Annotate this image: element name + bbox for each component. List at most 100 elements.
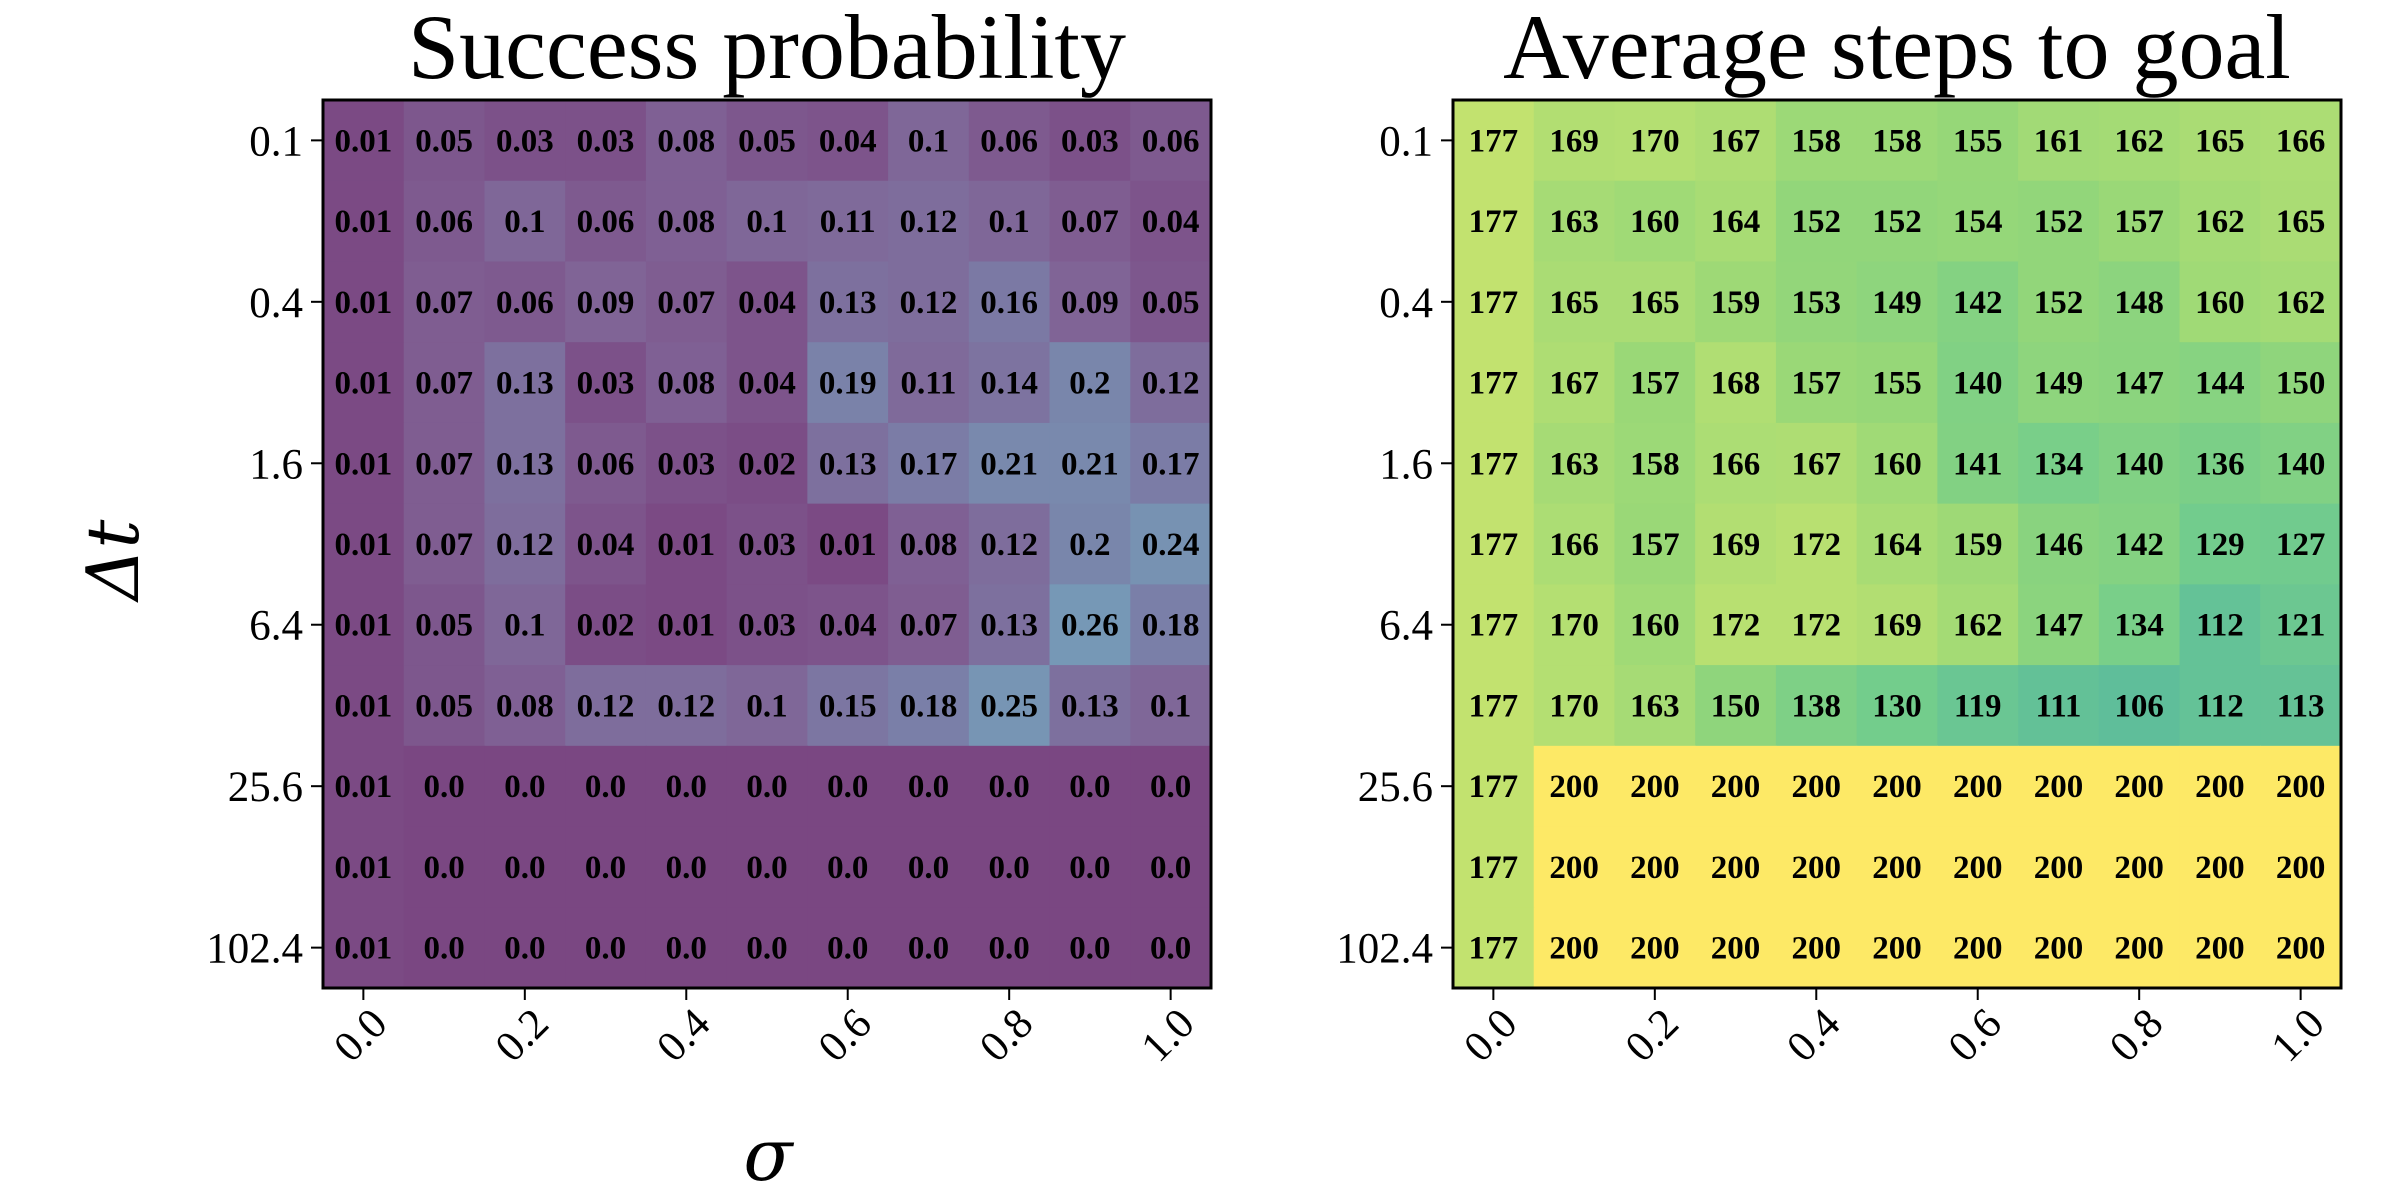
cell-value-label: 0.01	[657, 608, 715, 644]
cell-value-label: 0.0	[504, 931, 545, 967]
cell-value-label: 0.1	[504, 608, 545, 644]
cell-value-label: 138	[1792, 688, 1842, 724]
heatmap-cell	[1614, 503, 1696, 585]
heatmap-cell	[1453, 745, 1535, 828]
heatmap-cell	[1614, 261, 1696, 343]
cell-value-label: 172	[1792, 527, 1842, 563]
cell-value-label: 157	[1630, 527, 1680, 563]
cell-value-label: 200	[1792, 769, 1842, 805]
heatmap-cell	[1049, 180, 1131, 263]
cell-value-label: 0.01	[334, 285, 392, 321]
heatmap-cell	[1130, 584, 1212, 666]
cell-value-label: 0.06	[577, 446, 635, 482]
heatmap-cell	[645, 261, 728, 343]
cell-value-label: 150	[1711, 688, 1761, 724]
cell-value-label: 158	[1872, 123, 1922, 159]
cell-value-label: 169	[1711, 527, 1761, 563]
cell-value-label: 0.13	[1061, 688, 1119, 724]
heatmap-cell	[2018, 342, 2100, 424]
heatmap-cell	[968, 826, 1051, 908]
cell-value-label: 0.02	[738, 446, 796, 482]
cell-value-label: 200	[1711, 769, 1761, 805]
heatmap-cell	[2098, 826, 2181, 908]
heatmap-cell	[1614, 665, 1696, 747]
heatmap-cell	[1130, 826, 1212, 908]
heatmap-cell	[1453, 665, 1535, 747]
heatmap-cell	[2260, 261, 2342, 343]
heatmap-cell	[726, 907, 808, 989]
heatmap-cell	[565, 422, 647, 505]
cell-value-label: 148	[2114, 285, 2164, 321]
cell-value-label: 0.07	[900, 608, 958, 644]
cell-value-label: 200	[2034, 931, 2084, 967]
cell-value-label: 0.0	[585, 769, 626, 805]
cell-value-label: 140	[2114, 446, 2164, 482]
cell-value-label: 0.0	[1150, 931, 1191, 967]
cell-value-label: 0.03	[738, 527, 796, 563]
heatmap-cell	[565, 584, 647, 666]
heatmap-cell	[565, 907, 647, 989]
heatmap-cell	[807, 745, 889, 828]
cell-value-label: 0.08	[657, 366, 715, 402]
cell-value-label: 0.09	[1061, 285, 1119, 321]
cell-value-label: 0.12	[980, 527, 1038, 563]
heatmap-cell	[888, 907, 970, 989]
cell-value-label: 200	[1792, 850, 1842, 886]
cell-value-label: 160	[1630, 204, 1680, 240]
heatmap-cell	[968, 422, 1051, 505]
cell-value-label: 127	[2276, 527, 2326, 563]
heatmap-cell	[565, 503, 647, 585]
cell-value-label: 0.2	[1069, 527, 1110, 563]
heatmap-cell	[645, 745, 728, 828]
x-tick-label: 0.2	[1617, 1000, 1688, 1071]
cell-value-label: 0.1	[746, 688, 787, 724]
cell-value-label: 0.07	[1061, 204, 1119, 240]
cell-value-label: 157	[1792, 366, 1842, 402]
cell-value-label: 0.03	[657, 446, 715, 482]
cell-value-label: 112	[2196, 688, 2244, 724]
heatmap-cell	[807, 100, 889, 182]
panel-title: Average steps to goal	[1503, 0, 2291, 98]
heatmap-cell	[726, 584, 808, 666]
heatmap-cell	[645, 503, 728, 585]
cell-value-label: 200	[1872, 850, 1922, 886]
heatmap-cell	[2018, 100, 2100, 182]
cell-value-label: 0.01	[657, 527, 715, 563]
cell-value-label: 0.0	[1069, 850, 1110, 886]
heatmap-cell	[1453, 907, 1535, 989]
heatmap-cell	[807, 665, 889, 747]
cell-value-label: 0.07	[415, 366, 473, 402]
heatmap-cell	[807, 180, 889, 263]
cell-value-label: 158	[1792, 123, 1842, 159]
heatmap-cell	[2018, 180, 2100, 263]
heatmap-cell	[2098, 665, 2181, 747]
heatmap-cell	[2260, 100, 2342, 182]
cell-value-label: 158	[1630, 446, 1680, 482]
figure-ylabel: Δt	[71, 518, 155, 603]
heatmap-cell	[1049, 826, 1131, 908]
cell-value-label: 0.19	[819, 366, 877, 402]
cell-value-label: 0.12	[657, 688, 715, 724]
cell-value-label: 0.0	[666, 769, 707, 805]
heatmap-cell	[888, 422, 970, 505]
heatmap-cell	[484, 261, 566, 343]
cell-value-label: 200	[2276, 931, 2326, 967]
cell-value-label: 200	[2276, 769, 2326, 805]
cell-value-label: 0.01	[334, 608, 392, 644]
heatmap-cell	[565, 100, 647, 182]
cell-value-label: 0.0	[746, 769, 787, 805]
cell-value-label: 0.01	[819, 527, 877, 563]
cell-value-label: 169	[1549, 123, 1599, 159]
cell-value-label: 112	[2196, 608, 2244, 644]
heatmap-cell	[484, 665, 566, 747]
cell-value-label: 0.1	[989, 204, 1030, 240]
x-tick-label: 0.4	[1778, 1000, 1849, 1071]
cell-value-label: 0.17	[900, 446, 958, 482]
heatmap-cell	[323, 180, 405, 263]
y-tick-label: 25.6	[228, 764, 303, 811]
heatmap-cell	[403, 100, 486, 182]
heatmap-cell	[1775, 826, 1858, 908]
cell-value-label: 167	[1711, 123, 1761, 159]
heatmap-cell	[2098, 100, 2181, 182]
